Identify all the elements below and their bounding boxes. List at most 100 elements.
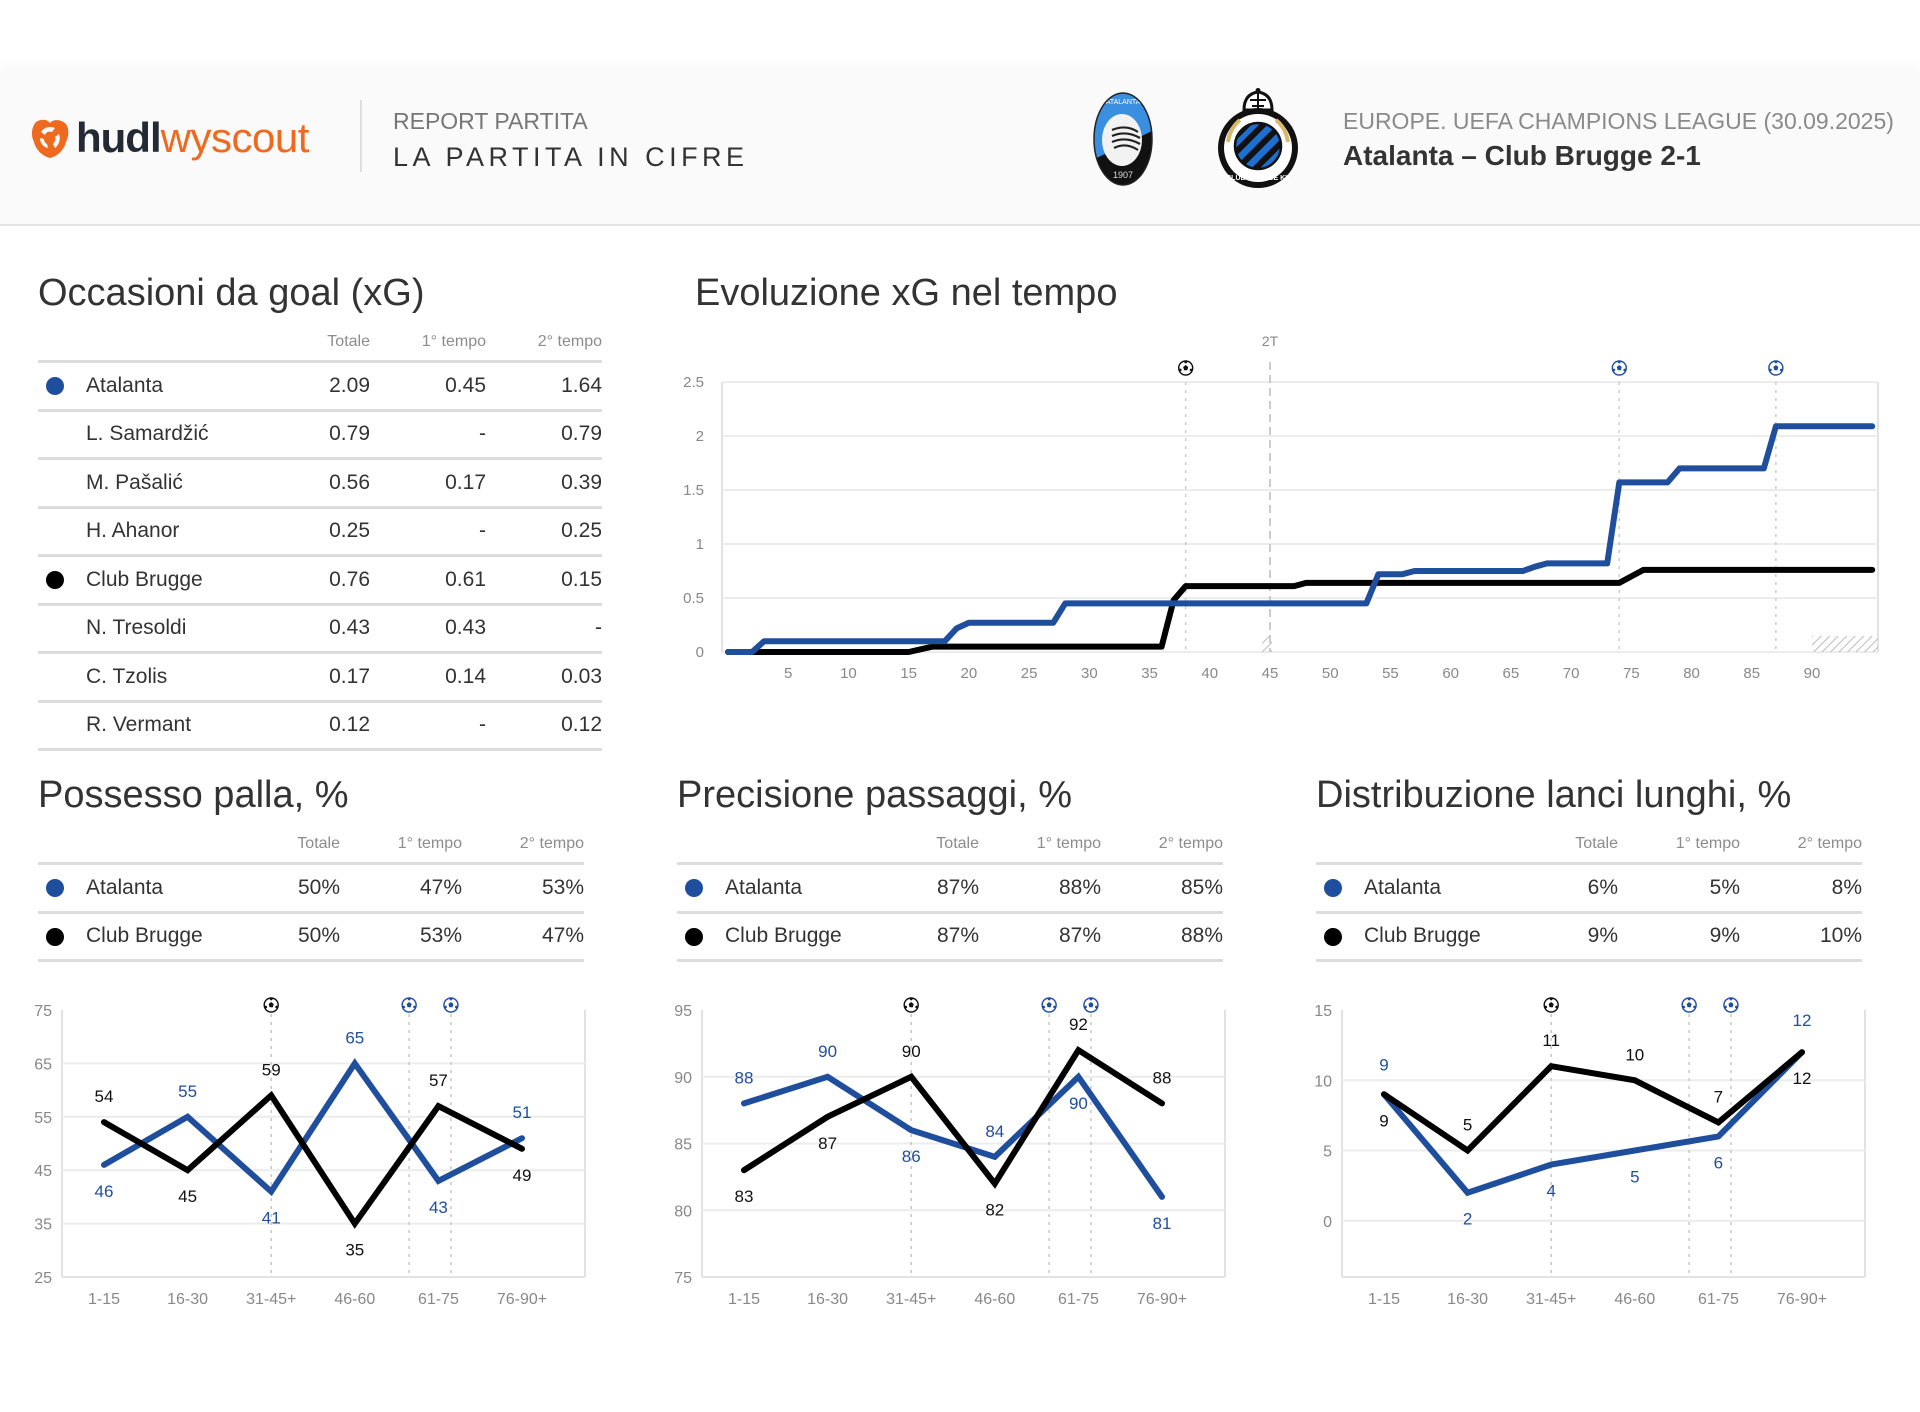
report-header xyxy=(0,72,1920,226)
value-cell: 0.14 xyxy=(370,652,486,703)
report-label: REPORT PARTITA xyxy=(393,108,588,134)
y-tick-label: 90 xyxy=(674,1070,692,1087)
x-tick-label: 31-45+ xyxy=(1526,1291,1576,1308)
y-tick-label: 65 xyxy=(34,1056,52,1073)
data-label: 65 xyxy=(345,1028,364,1047)
table-row: M. Pašalić 0.56 0.17 0.39 xyxy=(38,458,602,509)
x-tick-label: 76-90+ xyxy=(497,1291,547,1308)
atalanta-color-dot xyxy=(46,377,64,396)
x-tick-label: 16-30 xyxy=(807,1291,848,1308)
value-cell: 1.64 xyxy=(486,361,602,412)
data-label: 43 xyxy=(429,1198,448,1217)
brugge-xg-line xyxy=(725,566,1876,655)
value-cell: 88% xyxy=(979,863,1101,914)
row-label: Atalanta xyxy=(38,863,218,914)
value-cell: 0.45 xyxy=(370,361,486,412)
value-cell: 0.43 xyxy=(370,604,486,654)
y-tick-label: 35 xyxy=(34,1217,52,1234)
column-header: 1° tempo xyxy=(1618,826,1740,865)
column-header: 1° tempo xyxy=(979,826,1101,865)
value-cell: 0.79 xyxy=(254,410,370,460)
column-header: Totale xyxy=(857,826,979,865)
data-label: 88 xyxy=(1153,1068,1172,1087)
value-cell: 0.17 xyxy=(370,458,486,509)
row-label: Atalanta xyxy=(38,361,254,412)
x-tick-label: 46-60 xyxy=(974,1291,1015,1308)
value-cell: 0.03 xyxy=(486,652,602,703)
data-label: 84 xyxy=(985,1122,1004,1141)
svg-text:ATALANTA: ATALANTA xyxy=(1106,99,1141,106)
data-label: 5 xyxy=(1463,1116,1472,1135)
row-label: Atalanta xyxy=(1316,863,1496,914)
x-tick-label: 75 xyxy=(1623,665,1640,682)
goal-ball-icon xyxy=(1681,997,1697,1013)
data-label: 9 xyxy=(1379,1055,1388,1074)
x-tick-label: 35 xyxy=(1141,665,1158,682)
value-cell: 53% xyxy=(462,863,584,914)
player-name: H. Ahanor xyxy=(86,519,180,543)
value-cell: 0.76 xyxy=(254,555,370,606)
data-label: 86 xyxy=(902,1147,921,1166)
longballs-table: Totale 1° tempo 2° tempo Atalanta 6% 5% 8% Club… xyxy=(1316,826,1862,962)
value-cell: 2.09 xyxy=(254,361,370,412)
row-label: Club Brugge xyxy=(677,912,857,962)
data-label: 5 xyxy=(1630,1168,1639,1187)
data-label: 49 xyxy=(513,1166,532,1185)
x-tick-label: 16-30 xyxy=(167,1291,208,1308)
x-tick-label: 45 xyxy=(1262,665,1279,682)
x-tick-label: 90 xyxy=(1804,665,1821,682)
y-tick-label: 5 xyxy=(1323,1144,1332,1161)
y-tick-label: 85 xyxy=(674,1137,692,1154)
atalanta-color-dot xyxy=(1324,879,1342,898)
hudl-wyscout-logo: hudl wyscout xyxy=(28,113,309,163)
player-name: M. Pašalić xyxy=(86,470,183,494)
match-result: Atalanta – Club Brugge 2-1 xyxy=(1343,140,1701,171)
data-label: 90 xyxy=(1069,1094,1088,1113)
competition-label: EUROPE. UEFA CHAMPIONS LEAGUE (30.09.202… xyxy=(1343,108,1894,134)
table-row: R. Vermant 0.12-0.12 xyxy=(38,701,602,751)
value-cell: 0.61 xyxy=(370,555,486,606)
y-tick-label: 80 xyxy=(674,1203,692,1220)
team-name: Atalanta xyxy=(725,875,803,899)
passing-chart: 75 80 85 90 95 1-15 16-30 31-45+ 46-60 61-75 76-90… xyxy=(674,997,1226,1308)
y-tick-label: 0 xyxy=(1323,1214,1332,1231)
value-cell: - xyxy=(486,604,602,654)
atalanta-crest-icon: 1907 ATALANTA xyxy=(1093,92,1153,186)
value-cell: 8% xyxy=(1740,863,1862,914)
header-cell-name xyxy=(677,826,857,865)
header-cell-name xyxy=(1316,826,1496,865)
x-tick-label: 55 xyxy=(1382,665,1399,682)
x-tick-label: 80 xyxy=(1683,665,1700,682)
team-name: Club Brugge xyxy=(725,924,842,948)
value-cell: 9% xyxy=(1496,912,1618,962)
column-header: Totale xyxy=(1496,826,1618,865)
data-label: 9 xyxy=(1379,1111,1388,1130)
goal-ball-icon xyxy=(1543,997,1559,1013)
table-header-row: Totale 1° tempo 2° tempo xyxy=(677,826,1223,865)
data-label: 46 xyxy=(95,1182,114,1201)
row-label: R. Vermant xyxy=(38,701,254,751)
goal-ball-icon xyxy=(1177,360,1194,376)
header-cell-name xyxy=(38,826,218,865)
column-header: 2° tempo xyxy=(1101,826,1223,865)
value-cell: 0.17 xyxy=(254,652,370,703)
data-label: 11 xyxy=(1542,1031,1560,1050)
y-tick-label: 0 xyxy=(696,644,704,661)
possession-chart: 25 35 45 55 65 75 1-15 16-30 31-45+ 46-60 61-75 76-… xyxy=(34,997,586,1308)
second-half-label: 2T xyxy=(1262,333,1279,349)
table-row: L. Samardžić 0.79-0.79 xyxy=(38,410,602,460)
table-row: Club Brugge 50% 53% 47% xyxy=(38,912,584,962)
x-tick-label: 61-75 xyxy=(418,1291,459,1308)
goal-ball-icon xyxy=(263,997,279,1013)
value-cell: 47% xyxy=(340,863,462,914)
x-tick-label: 1-15 xyxy=(88,1291,120,1308)
passing-title: Precisione passaggi, % xyxy=(677,774,1072,816)
goal-ball-icon xyxy=(1041,997,1057,1013)
y-tick-label: 15 xyxy=(1314,1003,1332,1020)
value-cell: 6% xyxy=(1496,863,1618,914)
x-tick-label: 31-45+ xyxy=(246,1291,296,1308)
value-cell: 10% xyxy=(1740,912,1862,962)
table-row: Atalanta 87% 88% 85% xyxy=(677,863,1223,914)
y-tick-label: 2.5 xyxy=(683,374,704,391)
y-tick-label: 25 xyxy=(34,1270,52,1287)
